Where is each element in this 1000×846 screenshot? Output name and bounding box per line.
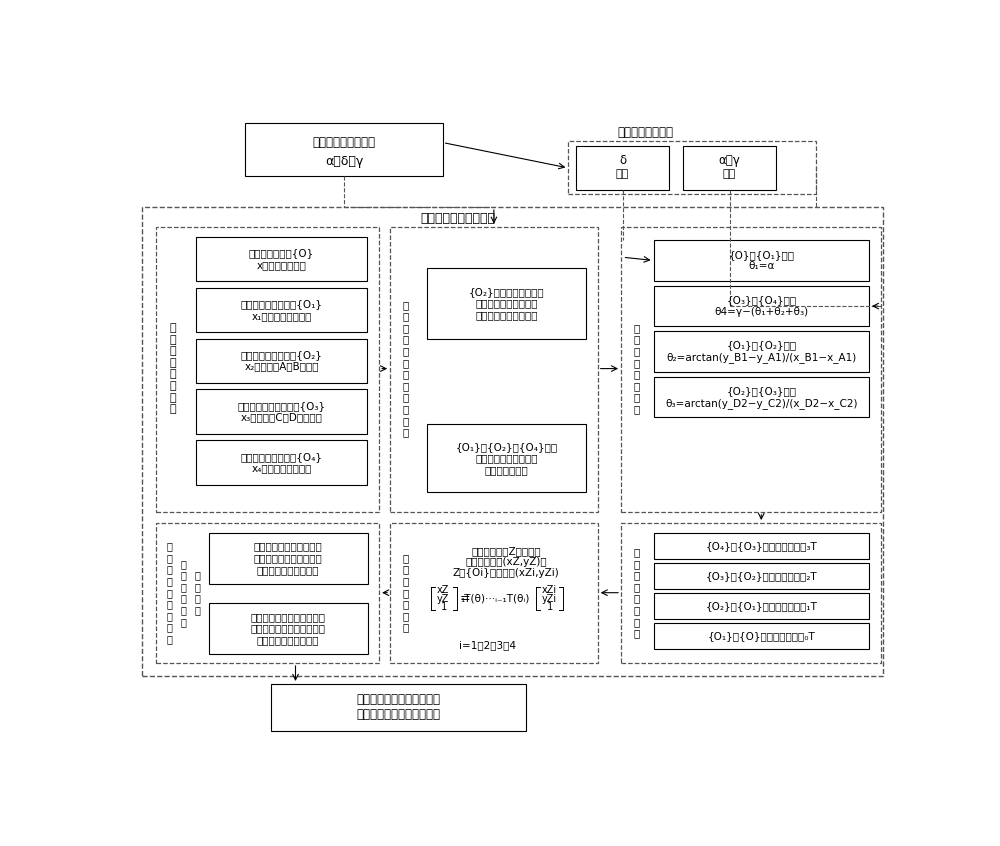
Text: δ: δ	[619, 154, 626, 167]
Text: {O₂}内铰接点坐标需要
根据结构尺寸结合四连
杆机构运动学规律求解: {O₂}内铰接点坐标需要 根据结构尺寸结合四连 杆机构运动学规律求解	[468, 287, 544, 320]
Bar	[568, 140, 816, 194]
Bar	[142, 207, 883, 676]
Bar	[390, 227, 598, 512]
Text: 建
立
支
架
相
坐
标
系: 建 立 支 架 相 坐 标 系	[170, 323, 176, 415]
Bar	[654, 377, 869, 417]
Text: =: =	[459, 592, 470, 605]
Text: α、δ、γ: α、δ、γ	[325, 155, 364, 168]
Text: i=1、2、3、4: i=1、2、3、4	[459, 640, 516, 651]
Bar	[271, 684, 526, 731]
Text: Z在{Oi}下的坐标(xZi,yZi): Z在{Oi}下的坐标(xZi,yZi)	[453, 569, 560, 578]
Text: 传感器采集倾角数据: 传感器采集倾角数据	[313, 136, 376, 149]
Bar	[196, 389, 367, 434]
Text: 倾角: 倾角	[723, 169, 736, 179]
Text: 计算结果可以输出上位机，
也可以用来作为反馈数据。: 计算结果可以输出上位机， 也可以用来作为反馈数据。	[357, 694, 441, 722]
Bar	[390, 523, 598, 663]
Text: {O₃}到{O₂}的坐标变换矩阵₂T: {O₃}到{O₂}的坐标变换矩阵₂T	[705, 571, 817, 580]
Bar	[196, 338, 367, 383]
Bar	[683, 146, 776, 190]
Text: 计
算
任
一
点
坐
标: 计 算 任 一 点 坐 标	[402, 553, 409, 633]
Text: xZ: xZ	[437, 585, 449, 595]
Text: 标系下的坐标(xZ,yZ)，: 标系下的坐标(xZ,yZ)，	[465, 557, 547, 567]
Text: 确
定
坐
标
变
换
矩
阵: 确 定 坐 标 变 换 矩 阵	[633, 547, 640, 638]
Text: {O₂}到{O₁}的坐标变换矩阵₁T: {O₂}到{O₁}的坐标变换矩阵₁T	[705, 601, 817, 611]
Text: 支架升降架时顶梁的位移、
角度的变化情况，主动油缸
长度、角度的变化情况: 支架升降架时顶梁的位移、 角度的变化情况，主动油缸 长度、角度的变化情况	[250, 612, 325, 645]
Text: 以计算任一点Z在绝对坐: 以计算任一点Z在绝对坐	[471, 546, 541, 556]
Text: 各构件空间位置和倾角、
主动油缸的长度和倾角、
液压支架的支撑高度等: 各构件空间位置和倾角、 主动油缸的长度和倾角、 液压支架的支撑高度等	[253, 541, 322, 574]
Bar	[654, 533, 869, 559]
Text: 输入支架控制装置: 输入支架控制装置	[618, 126, 674, 140]
Text: ₁T(θ)···ᵢ₋₁T(θᵢ): ₁T(θ)···ᵢ₋₁T(θᵢ)	[460, 594, 529, 603]
Text: 特
定
点
坐
标
构: 特 定 点 坐 标 构	[181, 558, 187, 627]
Bar	[427, 267, 586, 339]
Bar	[654, 593, 869, 618]
Text: {O₂}与{O₃}夹角
θ₃=arctan(y_D2−y_C2)/(x_D2−x_C2): {O₂}与{O₃}夹角 θ₃=arctan(y_D2−y_C2)/(x_D2−x…	[665, 386, 858, 409]
Bar	[245, 123, 443, 177]
Bar	[654, 286, 869, 327]
Bar	[621, 523, 881, 663]
Text: 建立顶梁相对坐标系{O₄}
x₄轴平行于顶梁顶面: 建立顶梁相对坐标系{O₄} x₄轴平行于顶梁顶面	[241, 452, 323, 473]
Text: α、γ: α、γ	[719, 154, 740, 167]
Text: {O₁}到{O}的坐标变换矩阵₀T: {O₁}到{O}的坐标变换矩阵₀T	[707, 630, 815, 640]
Bar	[156, 523, 379, 663]
Text: 建立掩护梁相对坐标系{O₃}
x₃轴重合于C、D两点连线: 建立掩护梁相对坐标系{O₃} x₃轴重合于C、D两点连线	[237, 401, 326, 422]
Bar	[196, 288, 367, 332]
Text: 建立底座相对坐标系{O₁}
x₁轴并行于底座底面: 建立底座相对坐标系{O₁} x₁轴并行于底座底面	[241, 299, 323, 321]
Text: {O₁}与{O₂}夹角
θ₂=arctan(y_B1−y_A1)/(x_B1−x_A1): {O₁}与{O₂}夹角 θ₂=arctan(y_B1−y_A1)/(x_B1−x…	[666, 340, 856, 363]
Bar	[654, 332, 869, 372]
Bar	[654, 240, 869, 281]
Bar	[654, 563, 869, 589]
Bar	[209, 533, 368, 584]
Text: 1: 1	[544, 602, 554, 612]
Text: 化
情
况
可
以
得
到
变
上: 化 情 况 可 以 得 到 变 上	[167, 541, 173, 644]
Text: {O}与{O₁}夹角
θ₁=α: {O}与{O₁}夹角 θ₁=α	[728, 250, 794, 272]
Bar	[209, 603, 368, 654]
Text: {O₄}到{O₃}的坐标变换矩阵₃T: {O₄}到{O₃}的坐标变换矩阵₃T	[705, 541, 817, 551]
Text: 通
过
研
究: 通 过 研 究	[195, 570, 201, 615]
Bar	[196, 440, 367, 485]
Bar	[576, 146, 669, 190]
Bar	[196, 237, 367, 282]
Text: 控制装置内的支架模型: 控制装置内的支架模型	[421, 212, 496, 225]
Text: 1: 1	[438, 602, 447, 612]
Text: yZi: yZi	[541, 594, 556, 603]
Text: {O₁}、{O₂}、{O₄}内相
对坐标可以根据支架具
体结构尺寸确定: {O₁}、{O₂}、{O₄}内相 对坐标可以根据支架具 体结构尺寸确定	[455, 442, 557, 475]
Bar	[156, 227, 379, 512]
Text: {O₃}与{O₄}夹角
θ4=γ−(θ₁+θ₂+θ₃): {O₃}与{O₄}夹角 θ4=γ−(θ₁+θ₂+θ₃)	[714, 295, 808, 317]
Text: 倾角: 倾角	[616, 169, 629, 179]
Bar	[654, 623, 869, 649]
Text: 确
定
坐
标
系
间
夹
角: 确 定 坐 标 系 间 夹 角	[633, 323, 640, 415]
Text: 确
定
各
构
件
铰
接
点
相
对
坐
标: 确 定 各 构 件 铰 接 点 相 对 坐 标	[402, 299, 409, 437]
Text: 建立绝对坐标系{O}
x轴平行于水平面: 建立绝对坐标系{O} x轴平行于水平面	[249, 249, 314, 270]
Bar	[427, 424, 586, 492]
Text: yZ: yZ	[437, 594, 449, 603]
Bar	[621, 227, 881, 512]
Text: 建立连杆相对坐标系{O₂}
x₂轴重合于A、B点连线: 建立连杆相对坐标系{O₂} x₂轴重合于A、B点连线	[241, 350, 322, 371]
Text: xZi: xZi	[541, 585, 556, 595]
